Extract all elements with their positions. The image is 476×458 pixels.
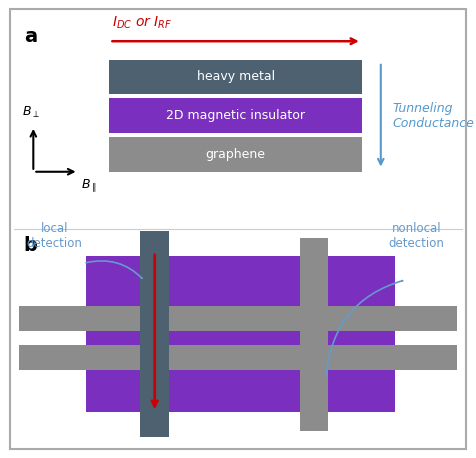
Bar [109,137,362,172]
Text: heavy metal: heavy metal [197,70,275,83]
Bar [109,98,362,133]
Bar [19,345,457,370]
Bar [140,231,169,437]
Text: local
detection: local detection [27,222,83,250]
Bar [86,256,395,412]
Text: a: a [24,27,37,46]
Text: 2D magnetic insulator: 2D magnetic insulator [166,109,305,122]
Text: $B_{\perp}$: $B_{\perp}$ [22,105,40,120]
Text: graphene: graphene [206,148,266,161]
Text: nonlocal
detection: nonlocal detection [388,222,445,250]
Text: $I_{DC}$ or $I_{RF}$: $I_{DC}$ or $I_{RF}$ [112,15,172,31]
FancyArrowPatch shape [326,281,403,375]
Text: $B_{\parallel}$: $B_{\parallel}$ [81,177,97,194]
Text: Tunneling
Conductance: Tunneling Conductance [393,102,475,130]
Bar [300,238,328,431]
FancyArrowPatch shape [86,261,142,278]
Bar [109,60,362,94]
Bar [19,306,457,332]
Text: b: b [24,236,38,255]
